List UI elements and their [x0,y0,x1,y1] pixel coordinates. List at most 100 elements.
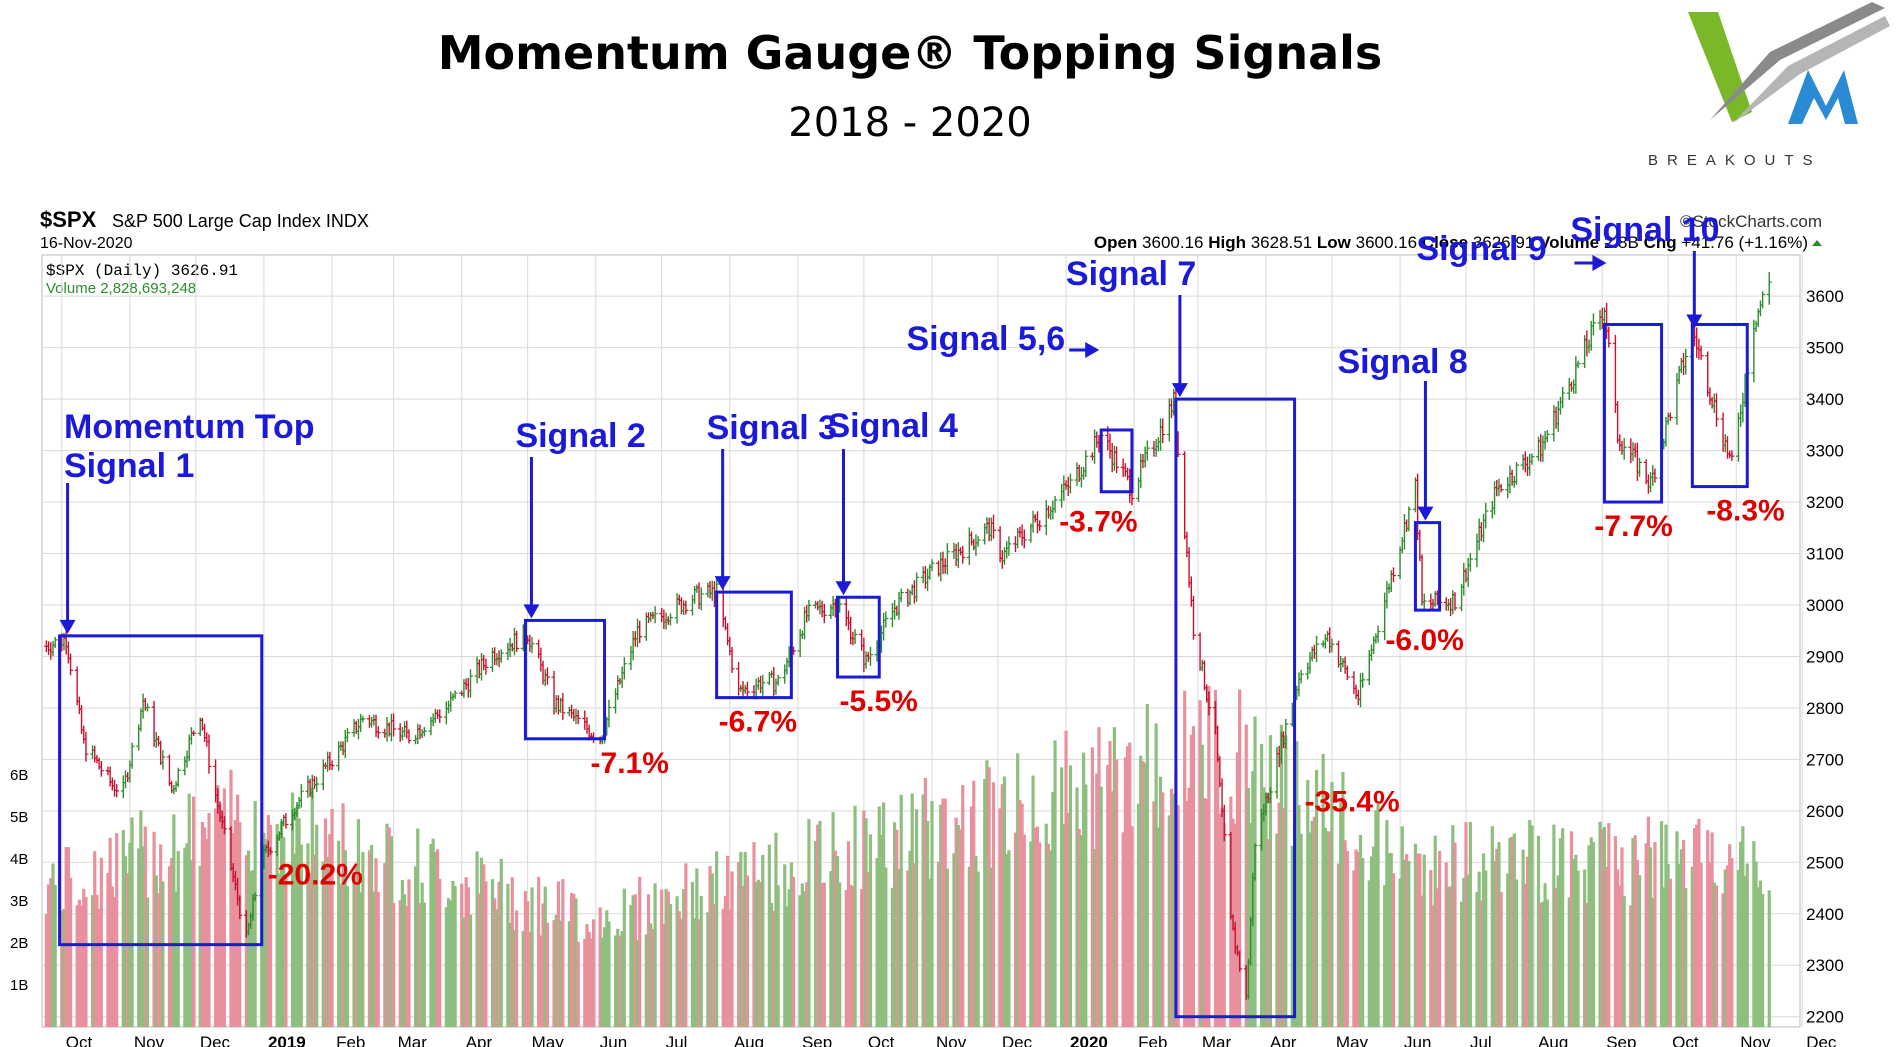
volume-bar [745,875,749,1027]
volume-bar [251,870,255,1027]
volume-bar [506,883,510,1027]
volume-bar [816,824,820,1027]
volume-bar [460,883,464,1027]
volume-bar [1220,807,1224,1027]
volume-bar [1262,787,1266,1027]
volume-bar [1591,841,1596,1027]
volume-bar [877,806,881,1027]
volume-bar [1198,700,1202,1027]
volume-bar [712,904,717,1027]
volume-bar [1679,849,1683,1027]
volume-bar [985,760,989,1027]
volume-bar [743,851,747,1027]
volume-bar [1528,820,1532,1027]
volume-bar [1651,897,1655,1027]
volume-bar [651,929,655,1027]
volume-bar [1176,805,1180,1027]
volume-bar [1761,894,1765,1027]
volume-bar [330,808,334,1027]
volume-bar [1475,892,1479,1027]
volume-bar [1539,903,1543,1027]
signal-box [58,634,264,947]
volume-bar [515,910,519,1027]
date-tick-label: Oct [66,1033,93,1047]
volume-bar [1038,842,1042,1027]
volume-bar [846,841,851,1027]
volume-bar [139,810,143,1027]
signal-arrow-head [1085,342,1100,358]
volume-bar [1106,764,1110,1027]
volume-bar [987,767,991,1027]
signal-label: Signal 8 [1337,343,1467,381]
volume-bar [112,897,117,1027]
volume-bar [1297,805,1301,1027]
volume-bar [185,843,189,1027]
volume-bar [1339,800,1343,1027]
volume-bar [1121,832,1125,1027]
volume-bar [1543,883,1547,1027]
volume-bar [860,889,864,1027]
volume-bar [1422,854,1426,1027]
volume-bar [1477,871,1481,1027]
volume-bar [954,817,958,1027]
signal-box [1602,322,1664,504]
volume-bar [126,873,130,1027]
volume-bar [484,881,488,1027]
volume-bar [528,931,532,1027]
volume-bar [1710,832,1714,1027]
volume-bar [829,871,833,1027]
price-tick-label: 2300 [1806,956,1844,975]
volume-bar [541,903,545,1027]
volume-tick-label: 5B [10,809,28,826]
volume-bar [108,837,112,1027]
volume-bar [187,793,191,1027]
volume-bar [290,792,295,1027]
price-tick-label: 2500 [1806,853,1844,872]
volume-bar [77,899,81,1027]
volume-bar [1238,689,1242,1027]
volume-bar [407,879,411,1027]
volume-bar [974,855,978,1027]
volume-bar [1310,821,1314,1027]
volume-bar [708,865,712,1027]
breakouts-logo: BREAKOUTS [1648,2,1890,169]
volume-bar [156,893,161,1027]
chart-date: 16-Nov-2020 [40,235,133,252]
volume-bar [602,927,607,1027]
volume-bar [567,921,571,1027]
signal-arrow-head [59,619,76,634]
volume-bar [1712,882,1716,1027]
volume-bar [1268,735,1273,1027]
volume-bar [1431,905,1435,1027]
volume-bar [1754,861,1758,1027]
volume-bar [1290,845,1294,1027]
volume-bar [1013,832,1018,1027]
volume-bar [589,938,593,1027]
volume-bar [1172,793,1176,1027]
volume-bar [1343,840,1347,1027]
volume-bar [1416,853,1420,1027]
volume-bar [976,871,980,1027]
volume-bar [668,903,673,1027]
volume-bar [1202,798,1207,1027]
ohlc-key: High [1203,233,1250,252]
volume-bar [813,840,818,1027]
volume-bar [1714,885,1719,1027]
legend-price: $SPX (Daily) 3626.91 [46,262,238,280]
volume-bar [1677,863,1681,1027]
volume-bar [1383,885,1387,1027]
volume-bar [697,919,701,1027]
volume-bar [99,857,103,1027]
volume-bar [174,891,178,1027]
volume-bar [1308,832,1312,1027]
volume-bar [482,864,486,1027]
price-tick-label: 3400 [1806,390,1844,409]
volume-bar [941,798,945,1027]
volume-bar [405,906,409,1027]
volume-bar [1561,828,1565,1027]
volume-bar [710,873,714,1027]
volume-bar [1618,885,1622,1027]
volume-bar [389,836,394,1027]
date-tick-label: Feb [336,1033,365,1047]
volume-bar [97,908,101,1027]
